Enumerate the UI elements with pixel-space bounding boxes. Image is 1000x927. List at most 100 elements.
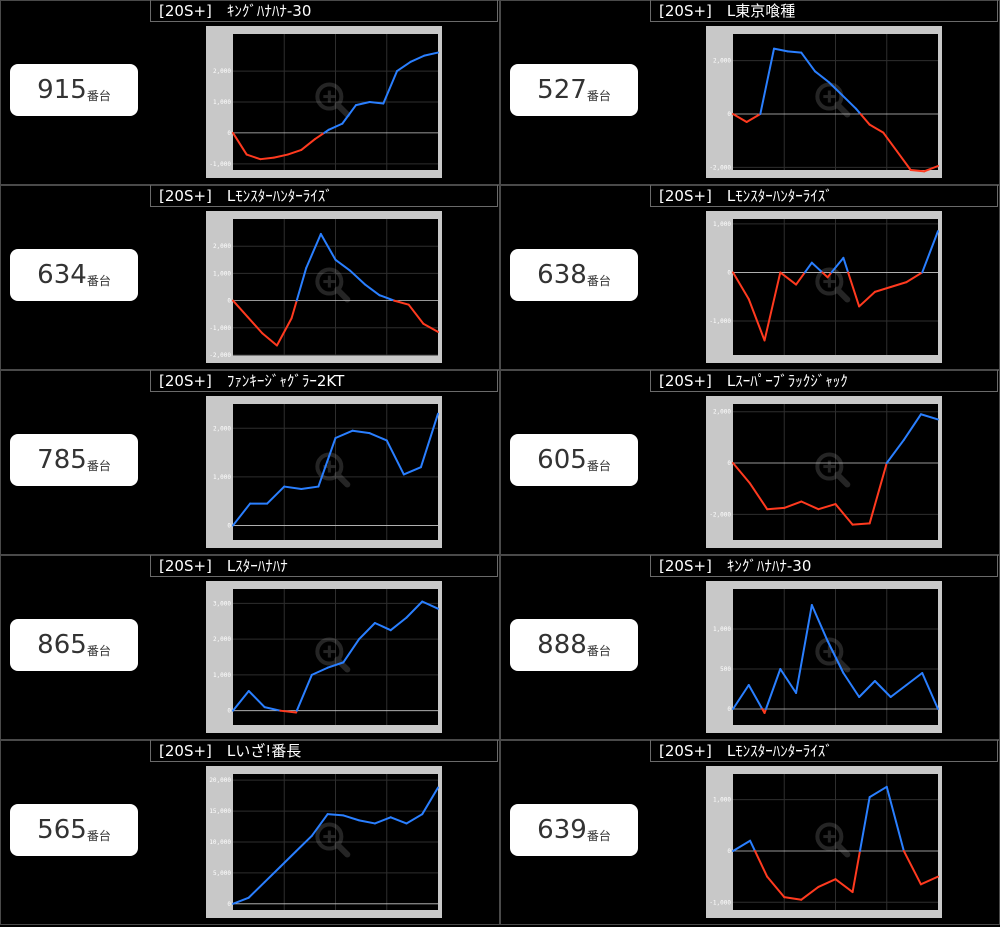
series-segment xyxy=(232,299,249,318)
machine-number-button[interactable]: 915 番台 xyxy=(10,64,138,116)
machine-suffix: 番台 xyxy=(586,273,611,288)
series-segment xyxy=(327,122,344,131)
series-segment xyxy=(402,466,422,476)
series-segment xyxy=(407,303,425,325)
series-segment xyxy=(396,60,412,73)
machine-suffix: 番台 xyxy=(86,273,111,288)
panel-title: [20S+] L東京喰種 xyxy=(650,0,998,22)
series-segment xyxy=(826,640,845,674)
machine-number: 865 xyxy=(37,630,87,660)
series-segment xyxy=(232,502,252,527)
series-segment xyxy=(358,819,376,825)
graph-frame: 20,000 15,000 10,000 5,000 0 xyxy=(206,766,442,918)
series-segment xyxy=(745,113,762,123)
y-tick-label: -1,000 xyxy=(209,161,231,168)
machine-panel[interactable]: [20S+] Lﾓﾝｽﾀｰﾊﾝﾀｰﾗｲｽﾞ 638 番台 1,000 0 -1,000 xyxy=(500,185,1000,370)
y-tick-label: 1,000 xyxy=(713,797,731,804)
series-segment xyxy=(326,661,345,669)
y-tick-label: 1,000 xyxy=(213,474,231,481)
series-segment xyxy=(423,51,439,57)
graph-frame: 1,000 0 -1,000 xyxy=(706,766,942,918)
machine-panel[interactable]: [20S+] Lいざ!番長 565 番台 20,000 15,000 10,000 5,00… xyxy=(0,740,500,925)
slump-graph: 1,000 0 -1,000 xyxy=(709,219,939,355)
y-tick-label: 0 xyxy=(727,111,731,118)
machine-number: 638 xyxy=(537,260,587,290)
series-segment xyxy=(842,256,850,274)
series-segment xyxy=(834,503,854,526)
series-segment xyxy=(279,850,298,868)
machine-panel[interactable]: [20S+] Lｽｰﾊﾟｰﾌﾞﾗｯｸｼﾞｬｯｸ 605 番台 2,000 0 -2,000 xyxy=(500,370,1000,555)
slump-graph: 2,000 0 -2,000 xyxy=(709,34,939,173)
series-segment xyxy=(247,690,266,709)
series-segment xyxy=(341,104,357,125)
y-tick-label: 10,000 xyxy=(209,839,231,846)
machine-number: 527 xyxy=(537,75,587,105)
machine-number: 639 xyxy=(537,815,587,845)
series-segment xyxy=(300,485,320,490)
series-segment xyxy=(422,322,439,333)
series-segment xyxy=(779,668,798,694)
y-tick-label: 1,000 xyxy=(213,99,231,106)
series-segment xyxy=(882,131,898,153)
series-segment xyxy=(310,813,329,837)
series-segment xyxy=(759,47,775,115)
machine-panel[interactable]: [20S+] ｷﾝｸﾞﾊﾅﾊﾅ-30 915 番台 2,000 1,000 0 -1,000 xyxy=(0,0,500,185)
series-segment xyxy=(363,283,381,297)
y-tick-label: -1,000 xyxy=(709,318,731,325)
series-segment xyxy=(351,429,371,435)
series-segment xyxy=(266,485,286,505)
y-tick-label: 0 xyxy=(227,708,231,715)
series-segment xyxy=(783,500,803,509)
series-segment xyxy=(389,616,408,632)
slump-graph: 2,000 1,000 0 -1,000 -2,000 xyxy=(209,219,439,359)
machine-number-button[interactable]: 565 番台 xyxy=(10,804,138,856)
series-segment xyxy=(896,150,912,171)
machine-panel[interactable]: [20S+] L東京喰種 527 番台 2,000 0 -2,000 xyxy=(500,0,1000,185)
series-segment xyxy=(385,439,405,476)
series-segment xyxy=(368,101,385,105)
series-segment xyxy=(919,413,939,421)
series-segment xyxy=(830,256,845,274)
machine-panel[interactable]: [20S+] ﾌｧﾝｷｰｼﾞｬｸﾞﾗｰ2KT 785 番台 2,000 1,000 0 xyxy=(0,370,500,555)
machine-number-button[interactable]: 639 番台 xyxy=(510,804,638,856)
panel-border xyxy=(0,185,500,370)
machine-panel[interactable]: [20S+] ｷﾝｸﾞﾊﾅﾊﾅ-30 888 番台 1,000 500 0 xyxy=(500,555,1000,740)
y-tick-label: 5,000 xyxy=(213,870,231,877)
machine-number-button[interactable]: 638 番台 xyxy=(510,249,638,301)
series-segment xyxy=(310,666,329,676)
machine-panel[interactable]: [20S+] Lｽﾀｰﾊﾅﾊﾅ 865 番台 3,000 2,000 1,000 0 xyxy=(0,555,500,740)
panel-title: [20S+] Lｽｰﾊﾟｰﾌﾞﾗｯｸｼﾞｬｯｸ xyxy=(650,370,998,392)
series-segment xyxy=(378,294,396,302)
y-tick-label: 0 xyxy=(227,901,231,908)
slump-graph: 2,000 0 -2,000 xyxy=(709,404,939,540)
series-segment xyxy=(749,839,756,852)
series-segment xyxy=(317,437,337,488)
machine-suffix: 番台 xyxy=(86,828,111,843)
machine-panel[interactable]: [20S+] Lﾓﾝｽﾀｰﾊﾝﾀｰﾗｲｽﾞ 639 番台 1,000 0 -1,000 xyxy=(500,740,1000,925)
series-segment xyxy=(902,849,922,886)
machine-number-button[interactable]: 634 番台 xyxy=(10,249,138,301)
machine-number-button[interactable]: 527 番台 xyxy=(510,64,638,116)
machine-number-button[interactable]: 888 番台 xyxy=(510,619,638,671)
machine-suffix: 番台 xyxy=(86,643,111,658)
series-segment xyxy=(273,153,289,159)
series-segment xyxy=(834,878,854,894)
series-segment xyxy=(349,269,366,286)
zoom-watermark-icon xyxy=(815,637,851,673)
machine-panel[interactable]: [20S+] Lﾓﾝｽﾀｰﾊﾝﾀｰﾗｲｽﾞ 634 番台 2,000 1,000 0 -1,… xyxy=(0,185,500,370)
series-segment xyxy=(732,462,752,485)
panel-border xyxy=(0,0,500,185)
panel-title: [20S+] ﾌｧﾝｷｰｼﾞｬｸﾞﾗｰ2KT xyxy=(150,370,498,392)
machine-suffix: 番台 xyxy=(86,88,111,103)
machine-number: 605 xyxy=(537,445,587,475)
machine-number-button[interactable]: 785 番台 xyxy=(10,434,138,486)
series-segment xyxy=(889,684,908,698)
machine-number: 915 xyxy=(37,75,87,105)
series-segment xyxy=(841,94,857,110)
series-segment xyxy=(766,875,786,899)
series-segment xyxy=(232,690,250,712)
series-segment xyxy=(905,672,924,686)
machine-number-button[interactable]: 605 番台 xyxy=(510,434,638,486)
machine-number-button[interactable]: 865 番台 xyxy=(10,619,138,671)
panel-title: [20S+] Lいざ!番長 xyxy=(150,740,498,762)
